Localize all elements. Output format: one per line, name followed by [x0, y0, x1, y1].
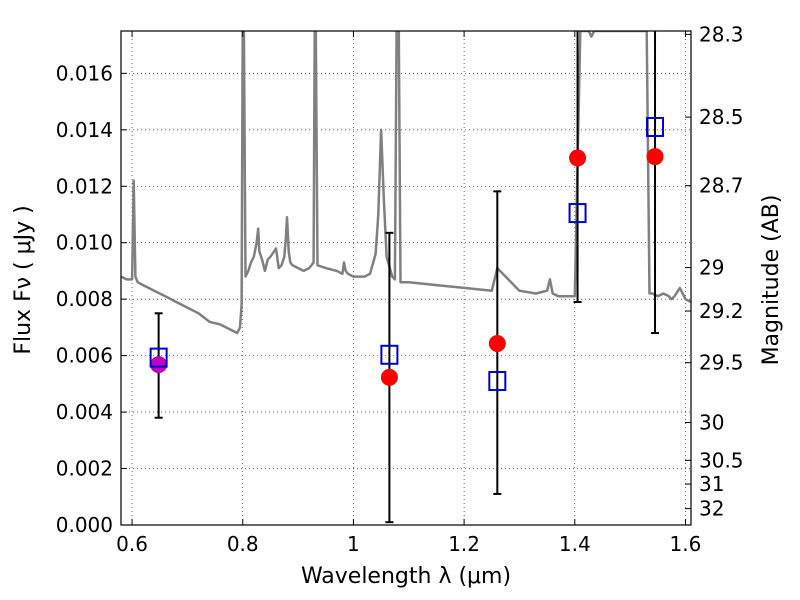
data-point-square	[380, 344, 399, 365]
data-point-square	[149, 347, 168, 368]
x-tick-label: 1	[347, 532, 360, 556]
y-tick-label: 0.010	[56, 231, 113, 255]
y-tick-label: 0.000	[56, 513, 113, 537]
y-tick-label: 0.016	[56, 61, 113, 85]
data-point-circle	[150, 356, 168, 374]
model-spectrum	[121, 31, 691, 335]
data-point-square	[568, 203, 587, 224]
x-axis: 0.6 0.8 1 1.2 1.4 1.6	[116, 31, 701, 556]
y-tick-label: 0.002	[56, 457, 113, 481]
y-axis: 0.000 0.002 0.004 0.006 0.008 0.010 0.012 0.014…	[56, 61, 127, 537]
y-axis-title: Flux Fν ( μJy )	[11, 205, 36, 354]
y2-tick-label: 28.3	[699, 22, 744, 46]
y-tick-label: 0.012	[56, 174, 113, 198]
x-tick-label: 1.6	[670, 532, 702, 556]
y-tick-label: 0.006	[56, 344, 113, 368]
plot-area	[121, 31, 691, 335]
y2-tick-label: 32	[699, 497, 724, 521]
y2-tick-label: 31	[699, 472, 724, 496]
data-point-circle	[646, 148, 664, 166]
x-axis-title: Wavelength λ (μm)	[301, 564, 511, 589]
data-point-square	[646, 116, 665, 137]
y2-tick-label: 28.5	[699, 105, 744, 129]
plot-frame	[120, 30, 692, 526]
data-point-circle	[488, 334, 506, 352]
y-tick-label: 0.008	[56, 287, 113, 311]
y2-tick-label: 29	[699, 256, 724, 280]
data-markers	[149, 116, 665, 392]
y2-tick-label: 29.5	[699, 351, 744, 375]
model-spectrum-line	[121, 31, 691, 335]
y2-tick-label: 29.2	[699, 299, 744, 323]
y-tick-label: 0.014	[56, 118, 113, 142]
x-tick-label: 1.4	[559, 532, 591, 556]
x-tick-label: 1.2	[448, 532, 480, 556]
x-tick-label: 0.8	[227, 532, 259, 556]
y2-tick-label: 30.5	[699, 448, 744, 472]
y2-tick-label: 28.7	[699, 174, 744, 198]
data-point-square	[488, 371, 507, 392]
x-tick-label: 0.6	[116, 532, 148, 556]
data-point-circle	[380, 368, 398, 386]
plot-background	[121, 31, 691, 525]
y2-tick-label: 30	[699, 411, 724, 435]
y-tick-label: 0.004	[56, 400, 113, 424]
data-point-circle	[569, 149, 587, 167]
y2-axis-title: Magnitude (AB)	[759, 195, 784, 366]
